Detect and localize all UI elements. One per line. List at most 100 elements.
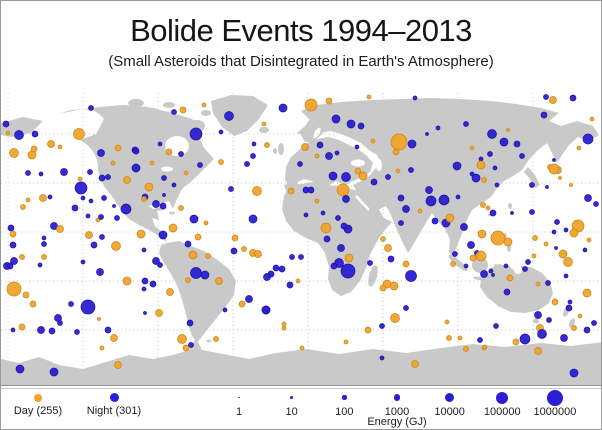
bolide-day-dot [445, 213, 455, 223]
bolide-night-dot [88, 198, 94, 204]
bolide-night-dot [80, 299, 96, 315]
bolide-day-dot [22, 291, 30, 299]
size-legend-label: 1000000 [533, 406, 577, 418]
bolide-night-dot [197, 162, 203, 168]
bolide-day-dot [490, 230, 506, 246]
size-legend-label: 100000 [483, 406, 521, 418]
bolide-day-dot [20, 204, 26, 210]
bolide-night-dot [519, 153, 525, 159]
bolide-night-dot [222, 307, 228, 313]
size-legend-item: 100000 [476, 389, 528, 418]
bolide-night-dot [25, 170, 31, 176]
bolide-night-dot [563, 273, 569, 279]
bolide-night-dot [554, 219, 560, 225]
bolide-night-dot [540, 111, 548, 119]
bolide-night-dot [10, 327, 16, 333]
bolide-night-dot [513, 140, 521, 148]
bolide-night-dot [330, 262, 338, 270]
bolide-night-dot [286, 281, 294, 289]
bolide-night-dot [114, 215, 120, 221]
bolide-night-dot [543, 94, 549, 100]
bolide-night-dot [379, 323, 385, 329]
bolide-night-dot [7, 224, 15, 232]
bolide-day-dot [41, 254, 47, 260]
size-legend-item: 100 [318, 389, 370, 418]
bolide-day-dot [582, 288, 592, 298]
bolide-day-dot [29, 300, 37, 308]
bolide-day-dot [482, 344, 488, 350]
bolide-night-dot [367, 260, 373, 266]
bolide-day-dot [344, 253, 354, 263]
bolide-night-dot [96, 268, 104, 276]
bolide-day-dot [281, 325, 287, 331]
bolide-day-dot [185, 277, 191, 283]
bolide-night-dot [379, 355, 385, 361]
bolide-night-dot [50, 222, 58, 230]
bolide-night-dot [492, 165, 498, 171]
bolide-night-dot [402, 205, 410, 213]
bolide-night-dot [467, 241, 475, 249]
bolide-day-dot [281, 321, 287, 327]
bolide-night-dot [186, 319, 194, 327]
bolide-day-dot [304, 98, 318, 112]
bolide-day-dot [569, 183, 573, 187]
size-marker-icon [546, 389, 563, 406]
bolide-night-dot [298, 254, 304, 260]
bolide-night-dot [591, 320, 597, 326]
bolide-night-dot [251, 141, 257, 147]
bolide-day-dot [389, 281, 399, 291]
bolide-day-dot [469, 254, 477, 262]
bolide-night-dot [278, 103, 288, 113]
bolide-night-dot [529, 209, 535, 215]
bolide-night-dot [37, 262, 43, 268]
bolide-night-dot [49, 367, 59, 377]
bolide-night-dot [546, 317, 552, 323]
bolide-day-dot [9, 230, 17, 238]
bolide-day-dot [469, 145, 475, 151]
bolide-day-dot [534, 347, 542, 355]
bolide-day-dot [477, 229, 487, 239]
bolide-night-dot [218, 129, 224, 135]
bolide-day-dot [6, 281, 22, 297]
bolide-night-dot [477, 337, 483, 343]
bolide-night-dot [224, 111, 234, 121]
bolide-day-dot [99, 345, 105, 351]
bolide-night-dot [188, 342, 194, 348]
bolide-day-dot [320, 222, 332, 234]
day-marker-icon [34, 394, 42, 402]
bolide-night-dot [101, 195, 107, 201]
bolide-night-dot [189, 127, 203, 141]
bolide-night-dot [491, 273, 495, 277]
bolide-day-dot [110, 334, 118, 342]
bolide-night-dot [563, 227, 569, 233]
bolide-day-dot [390, 313, 400, 323]
bolide-day-dot [85, 231, 93, 239]
bolide-day-dot [569, 228, 579, 238]
bolide-day-dot [205, 253, 211, 259]
bolide-night-dot [15, 364, 25, 374]
day-label: Day (255) [13, 405, 63, 417]
bolide-night-dot [37, 326, 45, 334]
bolide-day-dot [231, 234, 239, 242]
bolide-day-dot [30, 145, 38, 153]
bolide-day-dot [56, 225, 64, 233]
bolide-night-dot [452, 251, 458, 257]
bolide-day-dot [551, 298, 559, 306]
bolide-day-dot [241, 246, 247, 252]
bolide-night-dot [569, 94, 577, 102]
bolide-night-dot [307, 186, 315, 194]
bolide-night-dot [159, 202, 167, 210]
bolide-night-dot [537, 329, 547, 339]
bolide-night-dot [60, 168, 68, 176]
bolide-night-dot [582, 247, 588, 253]
bolide-day-dot [25, 197, 31, 203]
bolide-day-dot [19, 254, 25, 260]
bolide-night-dot [141, 277, 149, 285]
bolide-day-dot [213, 336, 219, 342]
bolide-night-dot [263, 273, 271, 281]
bolide-day-dot [178, 205, 184, 211]
bolide-night-dot [569, 368, 579, 378]
bolide-day-dot [188, 250, 198, 260]
bolide-day-dot [155, 309, 163, 317]
bolide-day-dot [392, 148, 400, 156]
